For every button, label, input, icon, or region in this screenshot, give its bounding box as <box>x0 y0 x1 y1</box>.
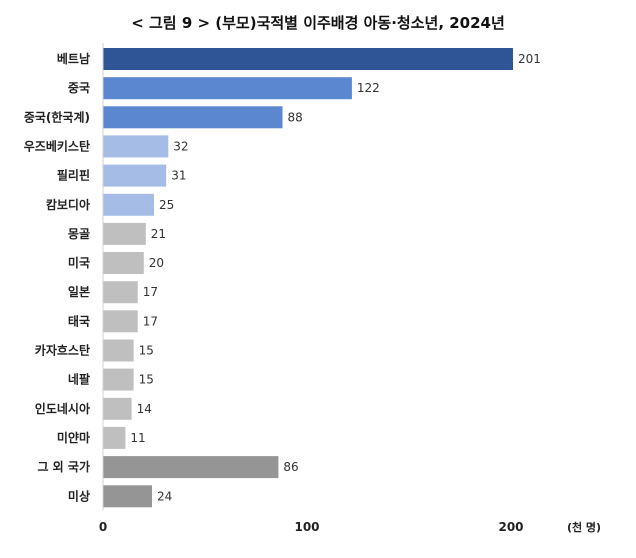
category-label-11: 네팔 <box>68 372 90 387</box>
bar-5 <box>103 193 154 216</box>
category-label-13: 미얀마 <box>57 430 90 445</box>
value-label-12: 14 <box>137 402 152 416</box>
value-label-6: 21 <box>151 227 166 241</box>
bars-layer <box>103 48 513 508</box>
category-label-9: 태국 <box>68 313 90 328</box>
bar-13 <box>103 426 126 449</box>
value-label-1: 122 <box>357 81 380 95</box>
chart-title: < 그림 9 > (부모)국적별 이주배경 아동·청소년, 2024년 <box>131 14 505 32</box>
value-label-10: 15 <box>139 344 154 358</box>
bar-11 <box>103 368 134 391</box>
x-tick-label-1: 100 <box>294 520 319 534</box>
category-label-15: 미상 <box>68 488 90 503</box>
unit-label: (천 명) <box>567 520 601 534</box>
bar-7 <box>103 252 144 274</box>
bar-3 <box>103 135 169 158</box>
category-label-1: 중국 <box>68 81 90 95</box>
category-label-14: 그 외 국가 <box>37 459 90 474</box>
value-label-15: 24 <box>157 489 172 503</box>
bar-8 <box>103 281 138 304</box>
category-label-8: 일본 <box>68 285 90 299</box>
category-label-2: 중국(한국계) <box>24 109 90 124</box>
bar-15 <box>103 485 152 508</box>
bar-12 <box>103 397 132 420</box>
x-tick-label-2: 200 <box>498 520 523 534</box>
bar-6 <box>103 222 146 245</box>
value-label-8: 17 <box>143 285 158 299</box>
value-label-3: 32 <box>173 139 188 153</box>
value-label-7: 20 <box>149 256 164 270</box>
bar-9 <box>103 310 138 333</box>
value-label-2: 88 <box>288 110 303 124</box>
bar-2 <box>103 106 283 129</box>
value-label-9: 17 <box>143 314 158 328</box>
category-label-4: 필리핀 <box>57 168 90 183</box>
bar-0 <box>103 48 513 70</box>
value-label-14: 86 <box>283 460 298 474</box>
category-label-7: 미국 <box>68 255 90 270</box>
bar-1 <box>103 77 352 100</box>
value-label-5: 25 <box>159 198 174 212</box>
category-label-5: 캄보디아 <box>46 197 90 212</box>
category-label-12: 인도네시아 <box>35 401 90 416</box>
bar-10 <box>103 339 134 362</box>
category-label-10: 카자흐스탄 <box>35 343 90 358</box>
category-label-0: 베트남 <box>57 51 90 66</box>
category-label-3: 우즈베키스탄 <box>24 138 90 153</box>
value-label-11: 15 <box>139 373 154 387</box>
x-tick-label-0: 0 <box>99 520 107 534</box>
bar-14 <box>103 456 279 479</box>
value-label-13: 11 <box>130 431 145 445</box>
category-label-6: 몽골 <box>68 227 90 241</box>
bar-4 <box>103 164 167 187</box>
value-label-0: 201 <box>518 52 541 66</box>
labels-layer: 베트남 201 중국 122 중국(한국계) 88 우즈베키스탄 32 필리핀 31 캄보디아 25 몽… <box>24 51 541 503</box>
x-axis-ticks: 0 100 200 <box>99 520 524 534</box>
value-label-4: 31 <box>171 169 186 183</box>
